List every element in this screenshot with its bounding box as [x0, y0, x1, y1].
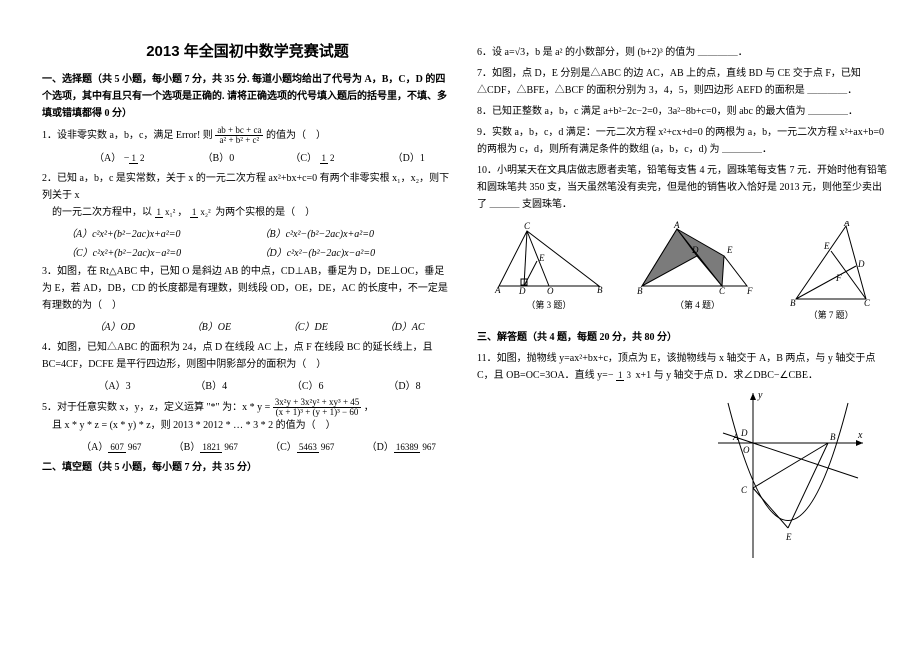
svg-text:O: O — [743, 445, 750, 455]
figure-11-wrap: x y A B C D E O — [477, 388, 888, 568]
svg-text:D: D — [857, 259, 865, 269]
question-9: 9．实数 a，b，c，d 满足：一元二次方程 x²+cx+d=0 的两根为 a，… — [477, 124, 888, 158]
q1-stem: 1．设非零实数 a，b，c，满足 Error! 则 — [42, 130, 213, 141]
figure-4: A B C D E F （第 4 题） — [632, 221, 762, 321]
svg-text:A: A — [843, 221, 850, 228]
q3-options: （A）OD （B）OE （C）DE （D）AC — [42, 318, 453, 333]
question-5: 5．对于任意实数 x，y，z，定义运算 "*" 为：x * y = 3x²y +… — [42, 398, 453, 434]
q2-frac2: 1x₂² — [190, 208, 213, 217]
q2-opt-d: （D）c²x²−(b²−2ac)x−a²=0 — [260, 244, 454, 259]
svg-text:B: B — [790, 298, 796, 306]
question-4: 4．如图，已知△ABC 的面积为 24，点 D 在线段 AC 上，点 F 在线段… — [42, 339, 453, 373]
svg-text:E: E — [538, 253, 545, 263]
svg-text:E: E — [785, 532, 792, 542]
exam-title: 2013 年全国初中数学竞赛试题 — [42, 40, 453, 61]
exam-page: 2013 年全国初中数学竞赛试题 一、选择题（共 5 小题，每小题 7 分，共 … — [0, 0, 920, 654]
question-1: 1．设非零实数 a，b，c，满足 Error! 则 ab + bc + ca a… — [42, 126, 453, 145]
q3-opt-a: （A）OD — [94, 318, 135, 333]
q5-fraction: 3x²y + 3x²y² + xy³ + 45 (x + 1)³ + (y + … — [273, 398, 362, 417]
q2-opt-b: （B）c²x²−(b²−2ac)x+a²=0 — [260, 225, 454, 240]
section-1-heading: 一、选择题（共 5 小题，每小题 7 分，共 35 分. 每道小题均给出了代号为… — [42, 71, 453, 122]
svg-text:F: F — [746, 286, 753, 296]
svg-text:A: A — [673, 221, 680, 230]
svg-text:B: B — [637, 286, 643, 296]
svg-text:A: A — [494, 285, 501, 295]
q2-opt-a: （A）c²x²+(b²−2ac)x+a²=0 — [66, 225, 260, 240]
q1-opt-c: （C） 12 — [290, 149, 336, 164]
figure-4-caption: （第 4 题） — [632, 298, 762, 311]
figure-7-caption: （第 7 题） — [786, 308, 876, 321]
section-2-heading: 二、填空题（共 5 小题，每小题 7 分，共 35 分） — [42, 459, 453, 476]
q1-options: （A） −12 （B）0 （C） 12 （D）1 — [42, 149, 453, 164]
column-right: 6．设 a=√3，b 是 a² 的小数部分，则 (b+2)³ 的值为 ＿＿＿＿．… — [465, 40, 900, 634]
section-3-heading: 三、解答题（共 4 题，每题 20 分，共 80 分） — [477, 329, 888, 346]
svg-text:C: C — [719, 286, 726, 296]
svg-text:E: E — [823, 241, 830, 251]
svg-text:C: C — [741, 485, 748, 495]
svg-text:D: D — [691, 245, 699, 255]
q2-frac1: 1x₁² — [155, 208, 178, 217]
svg-text:C: C — [864, 298, 871, 306]
figure-3-caption: （第 3 题） — [489, 298, 609, 311]
svg-text:O: O — [547, 286, 554, 296]
svg-text:y: y — [757, 390, 763, 401]
figure-11-svg: x y A B C D E O — [708, 388, 868, 568]
figure-3-svg: A B C D O E — [489, 221, 609, 296]
q5-opt-a: （A）607967 — [81, 438, 143, 453]
q11-fraction: 13 — [616, 371, 633, 380]
q1-opt-a: （A） −12 — [94, 149, 146, 164]
q1-fraction: ab + bc + ca a² + b² + c² — [215, 126, 263, 145]
question-6: 6．设 a=√3，b 是 a² 的小数部分，则 (b+2)³ 的值为 ＿＿＿＿． — [477, 44, 888, 61]
question-8: 8．已知正整数 a，b，c 满足 a+b²−2c−2=0，3a²−8b+c=0，… — [477, 103, 888, 120]
q1-opt-d: （D）1 — [393, 149, 425, 164]
q3-opt-d: （D）AC — [385, 318, 425, 333]
q2-opt-c: （C）c²x²+(b²−2ac)x−a²=0 — [66, 244, 260, 259]
figure-7-svg: A B C D E F — [786, 221, 876, 306]
svg-text:A: A — [732, 432, 739, 442]
figure-7: A B C D E F （第 7 题） — [786, 221, 876, 321]
q4-opt-b: （B）4 — [195, 377, 227, 392]
figure-4-svg: A B C D E F — [632, 221, 762, 296]
q1-opt-b: （B）0 — [203, 149, 235, 164]
svg-text:B: B — [830, 432, 836, 442]
svg-text:F: F — [835, 273, 842, 283]
svg-text:B: B — [597, 285, 603, 295]
q5-opt-c: （C）5463967 — [270, 438, 336, 453]
question-3: 3．如图，在 Rt△ABC 中，已知 O 是斜边 AB 的中点，CD⊥AB，垂足… — [42, 263, 453, 314]
q4-opt-d: （D）8 — [388, 377, 420, 392]
question-2: 2．已知 a，b，c 是实常数，关于 x 的一元二次方程 ax²+bx+c=0 … — [42, 170, 453, 221]
figures-row: A B C D O E （第 3 题） A B — [477, 221, 888, 321]
svg-text:C: C — [524, 221, 531, 231]
q3-opt-b: （B）OE — [192, 318, 231, 333]
q5-opt-b: （B）1821967 — [174, 438, 240, 453]
question-10: 10．小明某天在文具店做志愿者卖笔，铅笔每支售 4 元，圆珠笔每支售 7 元．开… — [477, 162, 888, 213]
svg-text:x: x — [857, 430, 863, 441]
figure-3: A B C D O E （第 3 题） — [489, 221, 609, 321]
q4-opt-a: （A）3 — [98, 377, 130, 392]
q5-options: （A）607967 （B）1821967 （C）5463967 （D）16389… — [42, 438, 453, 453]
question-11: 11．如图，抛物线 y=ax²+bx+c，顶点为 E，该抛物线与 x 轴交于 A… — [477, 350, 888, 384]
svg-text:D: D — [740, 428, 748, 438]
q4-opt-c: （C）6 — [292, 377, 324, 392]
q3-opt-c: （C）DE — [288, 318, 328, 333]
q5-opt-d: （D）16389967 — [367, 438, 438, 453]
question-7: 7．如图，点 D，E 分别是△ABC 的边 AC，AB 上的点，直线 BD 与 … — [477, 65, 888, 99]
column-left: 2013 年全国初中数学竞赛试题 一、选择题（共 5 小题，每小题 7 分，共 … — [30, 40, 465, 634]
q1-tail: 的值为（ ） — [266, 130, 326, 141]
q2-options: （A）c²x²+(b²−2ac)x+a²=0 （B）c²x²−(b²−2ac)x… — [42, 225, 453, 259]
svg-text:D: D — [518, 286, 526, 296]
svg-text:E: E — [726, 245, 733, 255]
q4-options: （A）3 （B）4 （C）6 （D）8 — [42, 377, 453, 392]
